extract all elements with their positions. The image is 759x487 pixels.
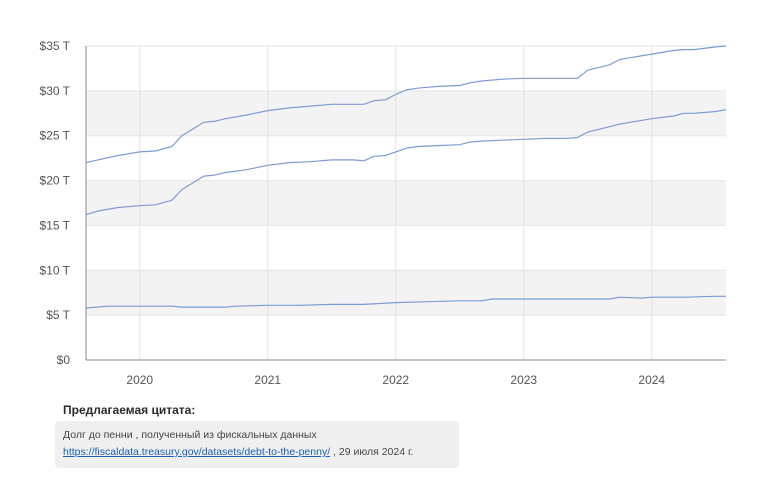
series-line-2	[85, 109, 727, 216]
x-axis-tick-labels: 2020 2021 2022 2023 2024	[126, 373, 665, 387]
x-tick-label: 2020	[126, 373, 153, 387]
y-tick-label: $25 T	[40, 129, 71, 143]
y-tick-label: $0	[57, 353, 71, 367]
x-tick-label: 2022	[382, 373, 409, 387]
citation-text: Долг до пенни , полученный из фискальных…	[63, 429, 317, 441]
x-tick-label: 2023	[510, 373, 537, 387]
y-tick-label: $15 T	[40, 218, 71, 232]
citation-box: Долг до пенни , полученный из фискальных…	[55, 421, 459, 468]
series-line-3	[85, 295, 726, 309]
y-tick-label: $5 T	[46, 308, 70, 322]
debt-line-chart: $0 $5 T $10 T $15 T $20 T $25 T $30 T $35 T 202…	[40, 39, 727, 387]
series-line-1	[85, 45, 727, 164]
vertical-gridlines	[139, 46, 653, 360]
y-tick-label: $35 T	[40, 39, 71, 53]
series-lines	[85, 45, 727, 309]
grid-band	[86, 270, 726, 316]
y-tick-label: $30 T	[40, 84, 71, 98]
grid-bands	[86, 45, 726, 361]
citation-link[interactable]: https://fiscaldata.treasury.gov/datasets…	[63, 446, 331, 458]
grid-band	[86, 90, 726, 136]
y-tick-label: $10 T	[40, 263, 71, 277]
citation-heading: Предлагаемая цитата:	[63, 403, 196, 417]
citation-date: , 29 июля 2024 г.	[330, 446, 414, 458]
y-tick-label: $20 T	[40, 174, 71, 188]
x-tick-label: 2021	[254, 373, 281, 387]
grid-band	[86, 180, 726, 226]
x-tick-label: 2024	[638, 373, 665, 387]
y-axis-tick-labels: $0 $5 T $10 T $15 T $20 T $25 T $30 T $35 T	[40, 39, 71, 367]
